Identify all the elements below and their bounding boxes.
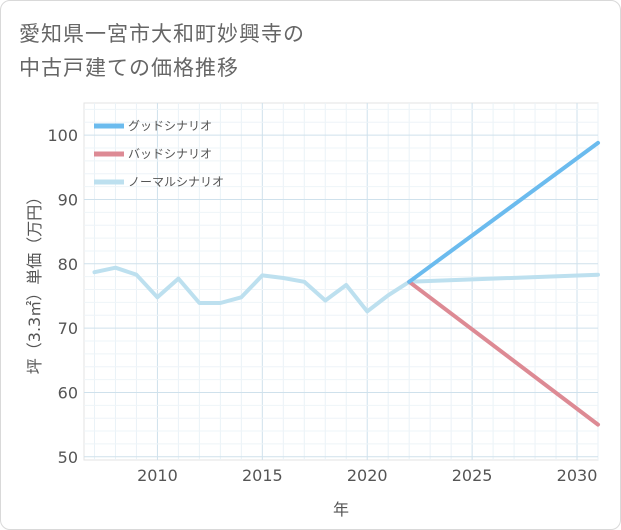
y-tick-label: 80 — [58, 255, 78, 274]
y-tick-label: 60 — [58, 383, 78, 402]
legend-label-2: ノーマルシナリオ — [128, 175, 224, 189]
x-tick-label: 2015 — [242, 466, 283, 485]
x-tick-label: 2025 — [452, 466, 493, 485]
series-line-0 — [407, 140, 600, 284]
x-tick-label: 2030 — [557, 466, 598, 485]
y-axis-title: 坪（3.3㎡）単価（万円） — [25, 189, 44, 374]
x-tick-label: 2010 — [137, 466, 178, 485]
y-tick-label: 100 — [47, 126, 78, 145]
x-tick-label: 2020 — [347, 466, 388, 485]
x-axis-title: 年 — [333, 500, 349, 519]
series-line-2 — [92, 265, 600, 314]
legend-label-0: グッドシナリオ — [128, 119, 212, 133]
y-tick-label: 90 — [58, 190, 78, 209]
legend-label-1: バッドシナリオ — [128, 147, 212, 161]
y-tick-label: 70 — [58, 319, 78, 338]
chart-title-line-1: 愛知県一宮市大和町妙興寺の — [19, 22, 305, 46]
chart-title-line-2: 中古戸建ての価格推移 — [19, 56, 239, 80]
series-line-1 — [407, 279, 600, 427]
chart-title: 愛知県一宮市大和町妙興寺の 中古戸建ての価格推移 — [19, 17, 305, 85]
y-tick-label: 50 — [58, 448, 78, 467]
